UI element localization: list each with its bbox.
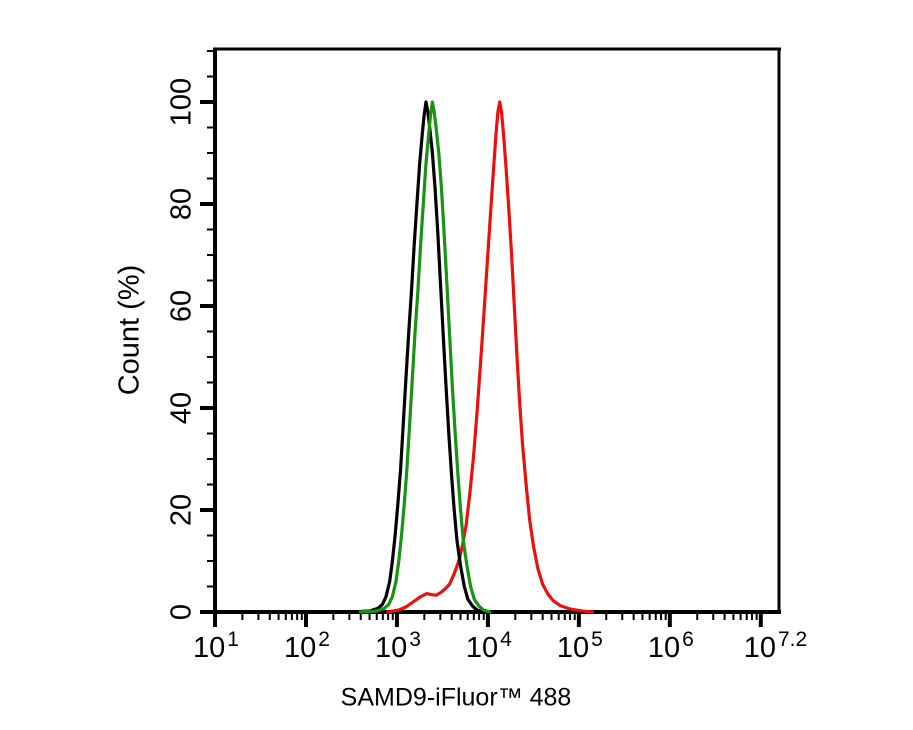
- x-tick-base: 10: [743, 632, 776, 664]
- x-tick-label: 103: [374, 628, 421, 665]
- x-tick-exponent: 6: [682, 628, 694, 651]
- x-tick-label: 104: [465, 628, 512, 665]
- x-tick-label: 101: [193, 628, 239, 665]
- y-axis-title: Count (%): [113, 264, 146, 396]
- y-tick-label: 40: [165, 391, 198, 425]
- histogram-curve-red: [386, 100, 595, 614]
- x-tick-label: 105: [556, 628, 603, 665]
- x-tick-exponent: 3: [409, 628, 421, 651]
- x-tick-base: 10: [647, 632, 681, 664]
- y-tick-label: 0: [165, 603, 198, 621]
- x-tick-exponent: 1: [227, 628, 239, 651]
- x-tick-label: 107.2: [743, 628, 807, 665]
- x-tick-base: 10: [283, 632, 317, 664]
- x-tick-base: 10: [193, 632, 226, 664]
- x-tick-base: 10: [374, 632, 408, 664]
- histogram-curve-green: [358, 100, 492, 614]
- y-tick-label: 100: [165, 77, 198, 127]
- x-tick-base: 10: [465, 632, 499, 664]
- x-tick-label: 102: [283, 628, 330, 665]
- x-tick-exponent: 2: [318, 628, 330, 651]
- x-tick-exponent: 7.2: [777, 628, 808, 651]
- y-tick-label: 80: [165, 187, 198, 221]
- y-tick-label: 20: [165, 493, 198, 527]
- histogram-curve-black: [349, 100, 499, 614]
- x-tick-label: 106: [647, 628, 694, 665]
- x-tick-exponent: 4: [500, 628, 512, 651]
- y-tick-label: 60: [165, 289, 198, 323]
- x-tick-exponent: 5: [591, 628, 603, 651]
- x-axis-title: SAMD9-iFluor™ 488: [340, 683, 572, 712]
- x-tick-base: 10: [556, 632, 590, 664]
